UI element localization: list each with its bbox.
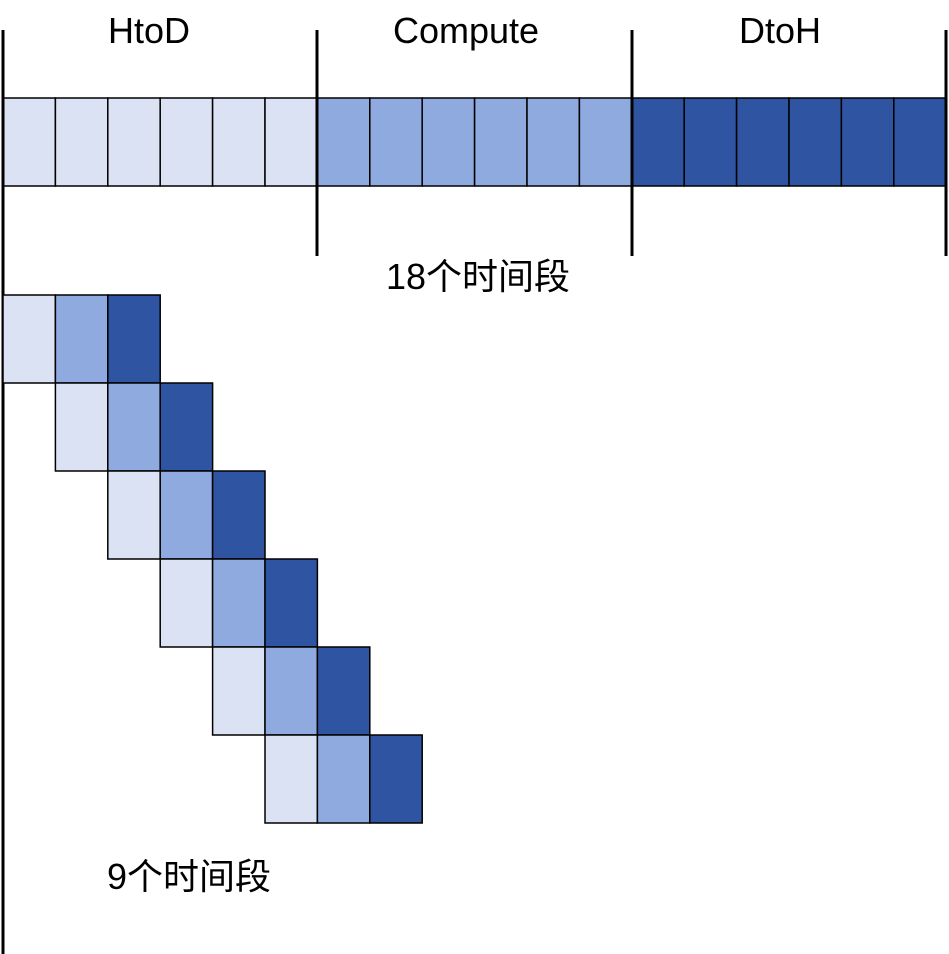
pipeline-cell-row2-dtoh — [159, 382, 214, 472]
pipeline-cell-row5-htod — [211, 646, 266, 736]
serial-cell-dtoh — [840, 97, 895, 187]
pipeline-cell-row1-compute — [54, 294, 109, 384]
pipeline-cell-row1-dtoh — [107, 294, 161, 384]
serial-cell-compute — [316, 97, 371, 187]
pipeline-cell-row5-compute — [264, 646, 319, 736]
serial-cell-dtoh — [735, 97, 790, 187]
serial-cell-htod — [264, 97, 319, 187]
pipeline-cell-row3-dtoh — [211, 470, 266, 560]
phase-dividers — [1, 30, 948, 954]
pipeline-cell-row3-compute — [159, 470, 214, 560]
serial-cell-compute — [578, 97, 633, 187]
serial-cell-compute — [526, 97, 581, 187]
pipeline-cell-row5-dtoh — [316, 646, 371, 736]
phase-label-compute: Compute — [393, 10, 539, 51]
serial-cell-dtoh — [631, 97, 685, 187]
serial-caption: 18个时间段 — [386, 256, 570, 297]
serial-cell-htod — [211, 97, 266, 187]
serial-cell-htod — [54, 97, 109, 187]
pipeline-cell-row4-htod — [159, 558, 214, 648]
serial-timeline — [2, 97, 947, 187]
pipeline-cell-row1-htod — [2, 294, 57, 384]
phase-label-dtoh: DtoH — [739, 10, 821, 51]
pipelined-timeline — [2, 294, 423, 824]
pipeline-cell-row2-htod — [54, 382, 109, 472]
pipeline-cell-row4-dtoh — [264, 558, 319, 648]
serial-cell-compute — [473, 97, 528, 187]
pipeline-cell-row6-htod — [264, 734, 319, 824]
serial-cell-dtoh — [788, 97, 843, 187]
serial-cell-htod — [2, 97, 57, 187]
pipeline-cell-row6-compute — [316, 734, 371, 824]
serial-cell-htod — [107, 97, 161, 187]
pipelined-caption: 9个时间段 — [107, 856, 271, 897]
phase-label-htod: HtoD — [108, 10, 190, 51]
serial-cell-dtoh — [683, 97, 738, 187]
pipeline-cell-row3-htod — [107, 470, 161, 560]
serial-cell-dtoh — [893, 97, 947, 187]
pipeline-cell-row6-dtoh — [369, 734, 423, 824]
pipeline-cell-row4-compute — [211, 558, 266, 648]
serial-cell-compute — [369, 97, 423, 187]
pipeline-cell-row2-compute — [107, 382, 161, 472]
serial-cell-htod — [159, 97, 214, 187]
serial-cell-compute — [421, 97, 476, 187]
